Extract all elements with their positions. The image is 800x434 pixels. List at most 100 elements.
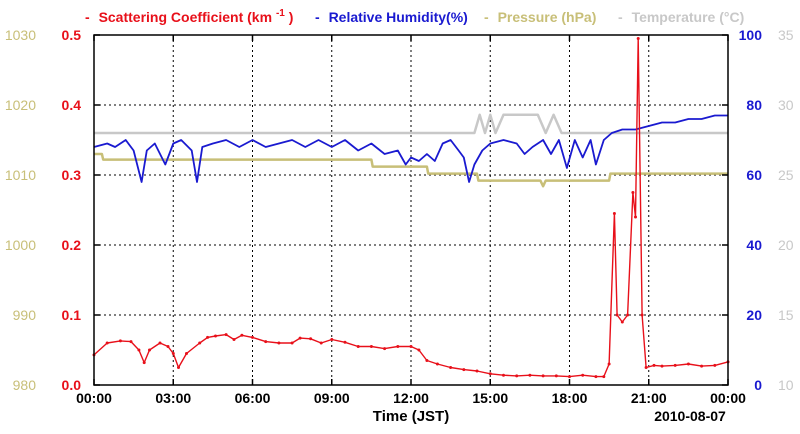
scattering-point	[298, 336, 302, 340]
scattering-point	[309, 337, 313, 341]
series-temperature	[94, 113, 728, 135]
temperature-tick-label: 20	[778, 237, 794, 253]
scattering-point	[137, 348, 141, 352]
scattering-point	[290, 341, 294, 345]
temperature-tick-label: 15	[778, 307, 794, 323]
legend-humidity-prefix: -	[315, 9, 320, 25]
tick-marks	[93, 34, 729, 386]
scattering-point	[435, 362, 439, 366]
scattering-tick-label: 0.5	[62, 27, 82, 43]
scattering-tick-label: 0.0	[62, 377, 82, 393]
scattering-point	[640, 313, 644, 317]
x-axis-label: Time (JST)	[373, 408, 449, 425]
temperature-tick-label: 25	[778, 167, 794, 183]
scattering-point	[277, 341, 281, 345]
scattering-point	[185, 352, 188, 355]
scattering-point	[515, 374, 519, 378]
temperature-tick-label: 10	[778, 377, 794, 393]
series-pressure	[94, 152, 728, 188]
scattering-tick-label: 0.1	[62, 307, 82, 323]
scattering-point	[177, 366, 180, 369]
scattering-point	[475, 369, 479, 373]
legend-scattering: - Scattering Coefficient (km -1 )	[85, 3, 293, 25]
x-tick-label: 12:00	[393, 390, 429, 406]
scattering-point	[686, 362, 690, 366]
legend-temperature: - Temperature (°C)	[618, 9, 744, 25]
legend-pressure-label: Pressure (hPa)	[498, 9, 597, 25]
legend-scattering-label: Scattering Coefficient (km	[99, 9, 272, 25]
scattering-point	[700, 364, 704, 368]
scattering-tick-label: 0.3	[62, 167, 82, 183]
scattering-point	[634, 215, 637, 219]
scattering-point	[224, 333, 228, 337]
scattering-point	[158, 341, 162, 345]
legend-scattering-prefix: -	[85, 9, 90, 25]
scattering-point	[142, 361, 146, 365]
scattering-point	[631, 191, 635, 194]
scattering-point	[105, 341, 109, 345]
scattering-point	[356, 345, 360, 348]
x-tick-label: 21:00	[631, 390, 667, 406]
scattering-point	[251, 335, 254, 339]
scattering-point	[166, 345, 170, 348]
scattering-point	[612, 212, 616, 215]
pressure-tick-label: 1030	[5, 27, 36, 43]
scattering-point	[240, 333, 244, 337]
scattering-point	[369, 345, 373, 348]
scattering-point	[449, 366, 453, 369]
scattering-point	[581, 373, 585, 377]
scattering-point	[594, 375, 598, 379]
scattering-point	[330, 338, 334, 341]
legend-humidity: - Relative Humidity(%)	[315, 9, 468, 25]
x-tick-label: 09:00	[314, 390, 350, 406]
scattering-point	[541, 374, 545, 378]
scattering-point	[214, 334, 217, 338]
temperature-tick-label: 30	[778, 97, 794, 113]
pressure-tick-label: 1010	[5, 167, 36, 183]
scattering-point	[198, 341, 202, 345]
humidity-tick-label: 60	[746, 167, 762, 183]
series-relative-humidity	[93, 114, 728, 183]
legend-scattering-sup: -1	[276, 8, 285, 19]
scattering-point	[396, 345, 400, 348]
scattering-point	[129, 340, 133, 344]
scattering-point	[383, 347, 387, 351]
grid	[94, 35, 728, 385]
scattering-point	[462, 368, 466, 372]
legend-scattering-suffix: )	[289, 9, 294, 25]
scattering-tick-label: 0.4	[62, 97, 82, 113]
x-tick-label: 03:00	[155, 390, 191, 406]
scattering-point	[319, 341, 323, 345]
scattering-point	[502, 373, 505, 377]
scattering-point	[660, 364, 664, 368]
pressure-tick-label: 990	[13, 307, 37, 323]
scattering-point	[602, 375, 606, 379]
scattering-point	[232, 338, 236, 341]
scattering-point	[713, 363, 717, 367]
scattering-point	[488, 372, 492, 376]
x-tick-label: 06:00	[235, 390, 271, 406]
scattering-point	[615, 313, 619, 317]
scattering-point	[673, 363, 677, 367]
pressure-tick-label: 1020	[5, 97, 36, 113]
x-tick-label: 00:00	[76, 390, 112, 406]
scattering-point	[148, 348, 151, 352]
legend-temperature-prefix: -	[618, 9, 623, 25]
scattering-point	[264, 340, 268, 344]
legend-pressure: - Pressure (hPa)	[484, 9, 596, 25]
scattering-point	[409, 345, 413, 348]
scattering-point	[118, 339, 122, 343]
legend-pressure-prefix: -	[484, 9, 489, 25]
humidity-tick-label: 80	[746, 97, 762, 113]
humidity-tick-label: 20	[746, 307, 762, 323]
x-tick-label: 00:00	[710, 390, 746, 406]
date-label: 2010-08-07	[654, 408, 726, 424]
temperature-tick-label: 35	[778, 27, 794, 43]
scattering-point	[626, 313, 630, 317]
scattering-point	[636, 37, 640, 40]
legend: - Scattering Coefficient (km -1 ) - Rela…	[85, 3, 744, 25]
scattering-point	[425, 359, 429, 362]
scattering-point	[652, 363, 656, 367]
pressure-tick-label: 980	[13, 377, 37, 393]
